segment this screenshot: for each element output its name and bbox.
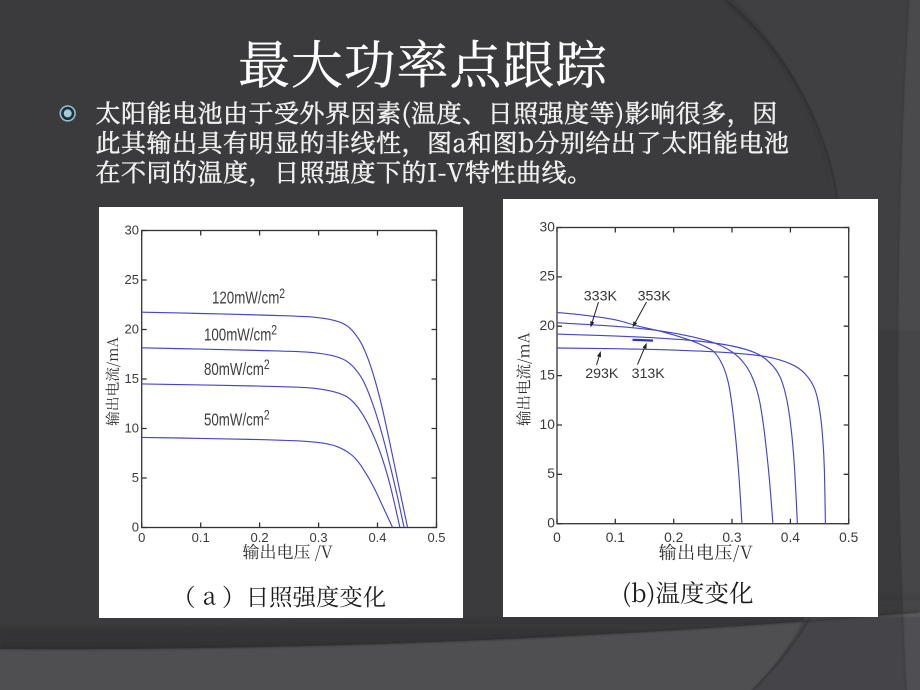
svg-text:20: 20 (125, 321, 139, 336)
svg-text:0.1: 0.1 (606, 530, 625, 545)
svg-text:293K: 293K (585, 366, 619, 382)
svg-text:25: 25 (540, 269, 556, 284)
svg-text:30: 30 (540, 219, 556, 234)
svg-text:0.2: 0.2 (664, 530, 683, 545)
svg-text:353K: 353K (638, 289, 672, 305)
svg-text:10: 10 (540, 417, 556, 432)
svg-text:0.5: 0.5 (427, 530, 445, 545)
svg-text:313K: 313K (632, 366, 666, 382)
svg-text:0: 0 (132, 519, 139, 534)
svg-text:5: 5 (132, 470, 139, 485)
svg-text:0.3: 0.3 (310, 530, 328, 545)
svg-text:0.5: 0.5 (839, 530, 859, 545)
svg-text:10: 10 (125, 420, 139, 435)
svg-text:5: 5 (547, 466, 555, 481)
svg-text:20: 20 (540, 318, 556, 333)
svg-text:15: 15 (540, 367, 556, 382)
svg-text:100mW/cm2: 100mW/cm2 (204, 322, 277, 345)
svg-text:0: 0 (547, 516, 555, 531)
svg-text:0.4: 0.4 (781, 530, 801, 545)
svg-text:25: 25 (125, 272, 139, 287)
svg-text:120mW/cm2: 120mW/cm2 (212, 285, 285, 308)
svg-text:30: 30 (125, 222, 139, 237)
svg-text:0.1: 0.1 (192, 530, 210, 545)
svg-text:15: 15 (125, 371, 139, 386)
svg-text:0.3: 0.3 (722, 530, 742, 545)
svg-text:0: 0 (138, 530, 145, 545)
svg-text:80mW/cm2: 80mW/cm2 (204, 357, 270, 380)
svg-text:0.4: 0.4 (368, 530, 386, 545)
svg-text:0: 0 (553, 530, 561, 545)
svg-text:333K: 333K (584, 289, 618, 305)
svg-text:0.2: 0.2 (251, 530, 269, 545)
svg-text:50mW/cm2: 50mW/cm2 (204, 407, 270, 430)
